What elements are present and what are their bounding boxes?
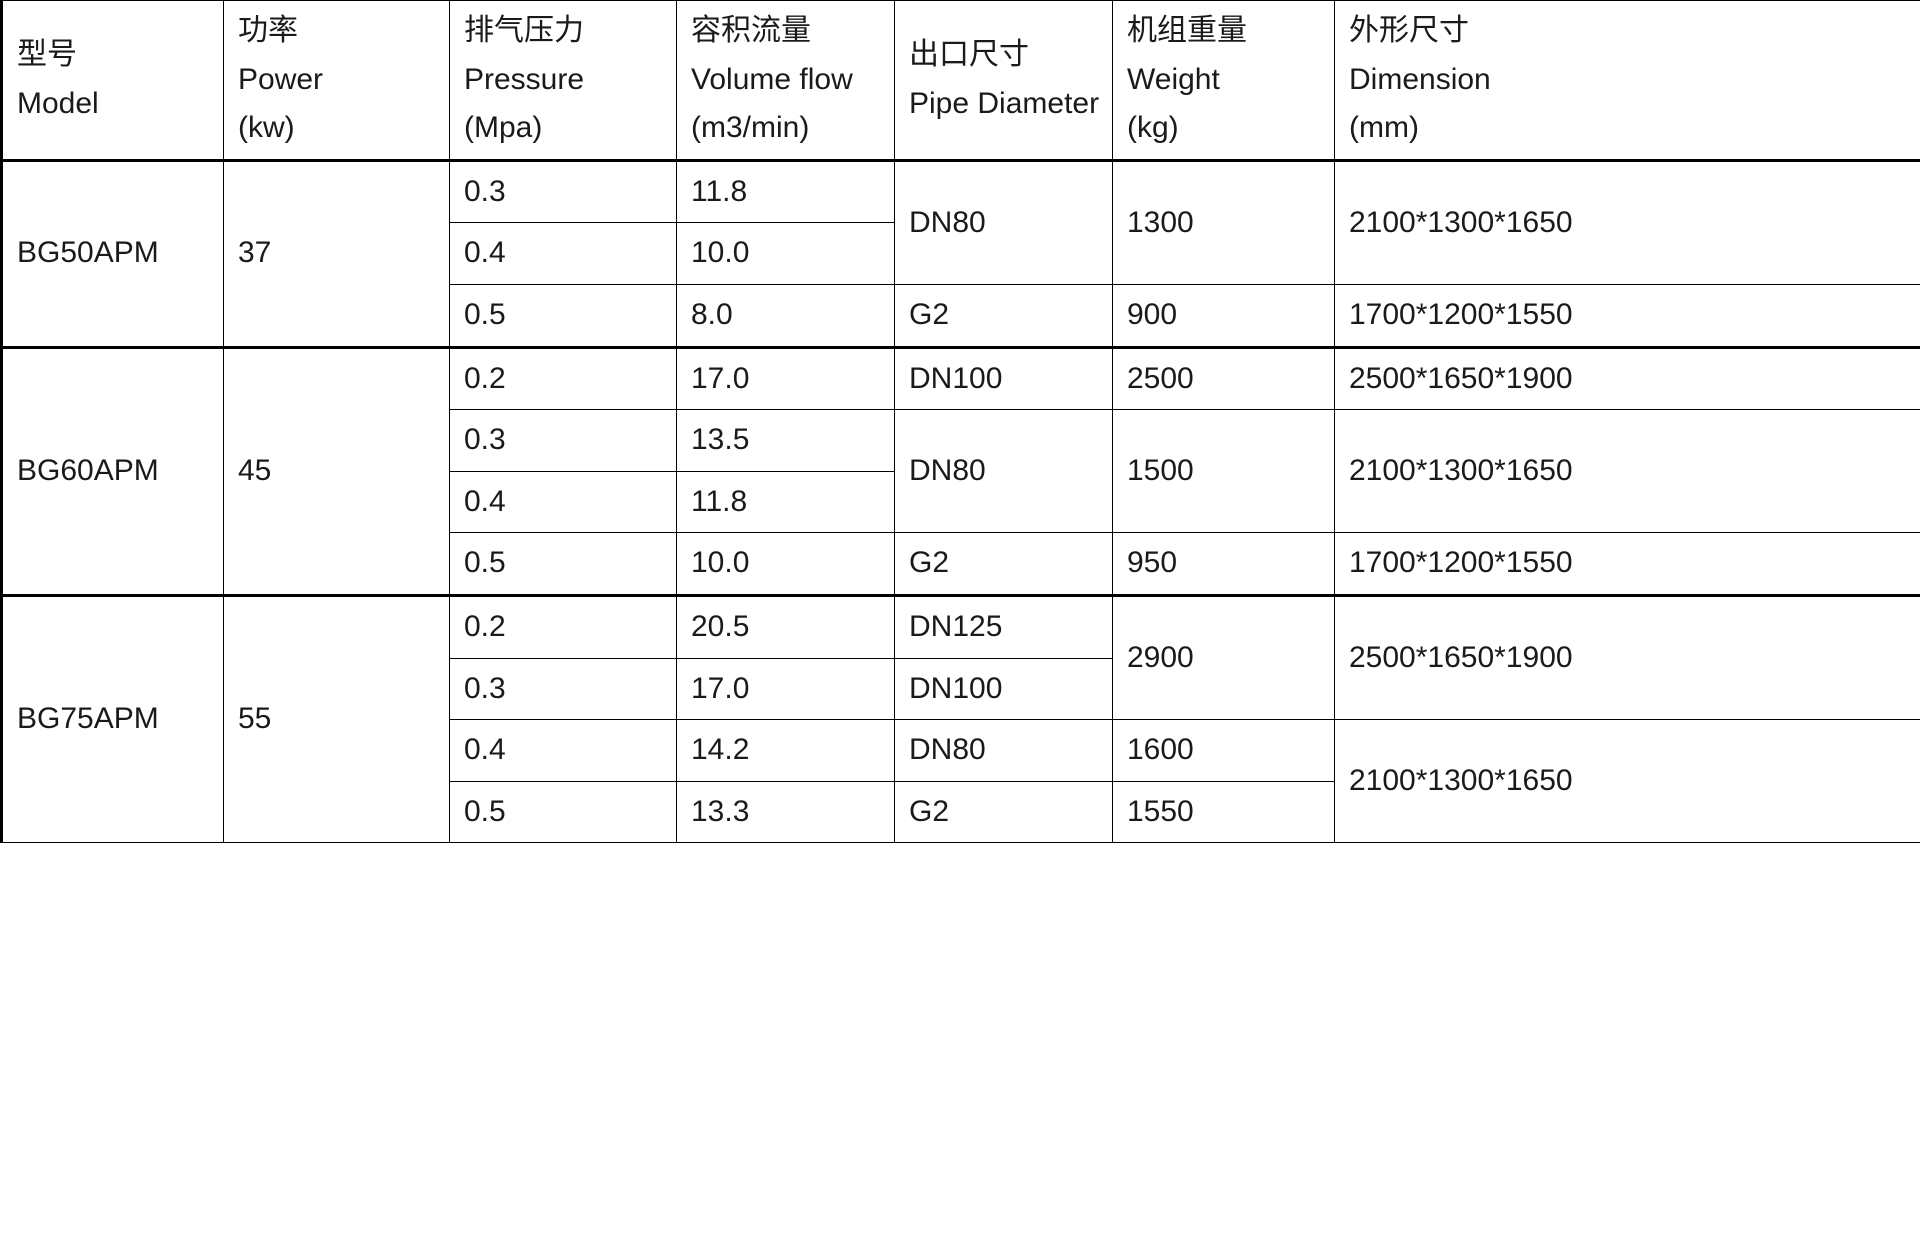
column-header-cn-weight: 机组重量 <box>1127 14 1247 47</box>
table-row: BG75APM 55 0.2 20.5 DN125 2900 2500*1650*1900 <box>0 593 1920 844</box>
cell-weight: 1550 <box>1112 780 1335 844</box>
cell-pressure: 0.5 <box>449 283 677 348</box>
column-header-pipe: 出口尺寸 Pipe Diameter <box>894 0 1113 161</box>
column-header-en-power: Power <box>238 62 324 96</box>
cell-weight: 2900 <box>1112 593 1335 721</box>
column-header-flow: 容积流量 Volume flow (m3/min) <box>676 0 895 161</box>
cell-pipe-diameter: G2 <box>894 780 1113 844</box>
cell-power: 55 <box>223 593 450 844</box>
column-header-cn-pipe: 出口尺寸 <box>909 38 1029 72</box>
cell-weight: 950 <box>1112 532 1335 596</box>
cell-pressure: 0.4 <box>449 222 677 285</box>
column-header-en-model: Model <box>17 86 99 120</box>
table-row: BG50APM 37 0.3 11.8 DN80 1300 2100*1300*1650 <box>0 158 1920 348</box>
column-header-en-pressure: Pressure <box>464 62 585 96</box>
cell-power: 37 <box>223 158 450 348</box>
cell-weight: 900 <box>1112 283 1335 348</box>
column-header-cn-power: 功率 <box>238 14 298 47</box>
cell-pipe-diameter: G2 <box>894 283 1113 348</box>
cell-power: 45 <box>223 345 450 596</box>
cell-pressure: 0.2 <box>449 345 677 411</box>
cell-dimension: 2100*1300*1650 <box>1334 409 1920 534</box>
compressor-specification-table: 型号 Model 功率 Power (kw) 排气压力 Pressure (Mpa) 容积流量 V… <box>0 0 1920 844</box>
cell-pressure: 0.5 <box>449 780 677 844</box>
table-row: 0.4 11.8 <box>2 470 1920 534</box>
cell-pressure: 0.4 <box>449 470 677 534</box>
column-header-unit-pressure: (Mpa) <box>464 111 543 145</box>
table-row: 0.4 14.2 DN80 1600 2100*1300*1650 <box>2 719 1920 844</box>
cell-dimension: 1700*1200*1550 <box>1334 532 1920 596</box>
column-header-en-dimension: Dimension <box>1349 62 1491 96</box>
cell-model: BG60APM <box>0 345 224 596</box>
cell-weight: 2500 <box>1112 345 1335 411</box>
table-row: 0.5 13.3 G2 1550 <box>2 780 1920 844</box>
cell-dimension: 2100*1300*1650 <box>1334 719 1920 844</box>
column-header-cn-model: 型号 <box>17 38 77 72</box>
cell-pipe-diameter: DN100 <box>894 657 1113 721</box>
cell-flow: 17.0 <box>676 345 895 411</box>
table-row: 0.5 10.0 G2 950 1700*1200*1550 <box>2 532 1920 596</box>
column-header-cn-flow: 容积流量 <box>691 14 811 47</box>
cell-dimension: 2500*1650*1900 <box>1334 593 1920 721</box>
column-header-cn-dimension: 外形尺寸 <box>1349 14 1469 47</box>
cell-pipe-diameter: DN125 <box>894 593 1113 659</box>
table-row: 0.3 13.5 DN80 1500 2100*1300*1650 <box>2 409 1920 534</box>
cell-weight: 1600 <box>1112 719 1335 782</box>
table-header-row: 型号 Model 功率 Power (kw) 排气压力 Pressure (Mpa) 容积流量 V… <box>0 0 1920 161</box>
column-header-model: 型号 Model <box>0 0 224 161</box>
cell-pressure: 0.5 <box>449 532 677 596</box>
cell-dimension: 1700*1200*1550 <box>1334 283 1920 348</box>
cell-flow: 13.3 <box>676 780 895 844</box>
column-header-unit-flow: (m3/min) <box>691 111 810 145</box>
cell-pipe-diameter: DN80 <box>894 719 1113 782</box>
cell-pressure: 0.4 <box>449 719 677 782</box>
cell-flow: 10.0 <box>676 222 895 285</box>
cell-flow: 14.2 <box>676 719 895 782</box>
column-header-unit-weight: (kg) <box>1127 111 1179 145</box>
table-row: BG60APM 45 0.2 17.0 DN100 2500 2500*1650*1900 <box>0 345 1920 596</box>
cell-pipe-diameter: DN80 <box>894 158 1113 285</box>
cell-flow: 13.5 <box>676 409 895 472</box>
column-header-power: 功率 Power (kw) <box>223 0 450 161</box>
cell-pipe-diameter: DN100 <box>894 345 1113 411</box>
cell-flow: 8.0 <box>676 283 895 348</box>
column-header-unit-power: (kw) <box>238 111 295 145</box>
column-header-en-weight: Weight <box>1127 62 1220 96</box>
table-row: 0.3 17.0 DN100 <box>2 657 1920 721</box>
cell-pressure: 0.3 <box>449 158 677 224</box>
cell-dimension: 2500*1650*1900 <box>1334 345 1920 411</box>
cell-pipe-diameter: DN80 <box>894 409 1113 534</box>
column-header-unit-dimension: (mm) <box>1349 111 1419 145</box>
column-header-weight: 机组重量 Weight (kg) <box>1112 0 1335 161</box>
cell-model: BG75APM <box>0 593 224 844</box>
cell-pipe-diameter: G2 <box>894 532 1113 596</box>
cell-flow: 11.8 <box>676 158 895 224</box>
cell-flow: 20.5 <box>676 593 895 659</box>
table-row: 0.4 10.0 <box>2 222 1920 285</box>
column-header-en-flow: Volume flow <box>691 62 853 96</box>
cell-pressure: 0.3 <box>449 657 677 721</box>
column-header-en-pipe: Pipe Diameter <box>909 86 1100 120</box>
cell-flow: 17.0 <box>676 657 895 721</box>
cell-pressure: 0.3 <box>449 409 677 472</box>
cell-weight: 1500 <box>1112 409 1335 534</box>
column-header-pressure: 排气压力 Pressure (Mpa) <box>449 0 677 161</box>
cell-dimension: 2100*1300*1650 <box>1334 158 1920 285</box>
cell-flow: 10.0 <box>676 532 895 596</box>
cell-weight: 1300 <box>1112 158 1335 285</box>
cell-pressure: 0.2 <box>449 593 677 659</box>
cell-flow: 11.8 <box>676 470 895 534</box>
column-header-cn-pressure: 排气压力 <box>464 14 584 47</box>
cell-model: BG50APM <box>0 158 224 348</box>
column-header-dimension: 外形尺寸 Dimension (mm) <box>1334 0 1920 161</box>
